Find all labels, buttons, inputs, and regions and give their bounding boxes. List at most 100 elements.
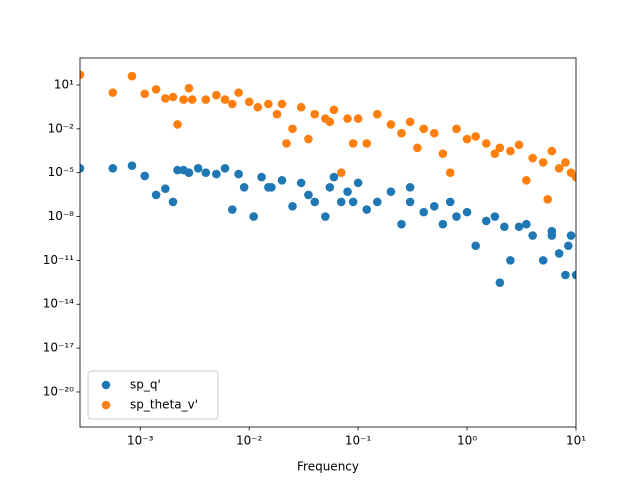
point — [506, 256, 515, 265]
point — [212, 90, 221, 100]
point — [386, 120, 396, 129]
point — [481, 139, 491, 148]
point — [362, 139, 372, 148]
point — [321, 212, 330, 221]
point — [452, 212, 461, 221]
point — [253, 102, 263, 112]
point — [547, 226, 557, 236]
point — [372, 109, 382, 119]
point — [187, 95, 197, 104]
plot-frame — [79, 57, 577, 428]
y-tick-label: 10⁻⁸ — [48, 209, 75, 223]
plot-points — [80, 70, 576, 287]
point — [151, 190, 161, 200]
point — [522, 219, 531, 229]
point — [234, 88, 243, 97]
point — [438, 149, 448, 158]
point — [481, 216, 491, 226]
y-tick-label: 10¹ — [54, 77, 74, 91]
x-tick-label: 10¹ — [566, 434, 586, 448]
point — [495, 278, 505, 287]
point — [288, 202, 297, 211]
point — [325, 117, 335, 127]
point — [184, 168, 194, 177]
legend-label: sp_q' — [130, 378, 161, 392]
point — [227, 99, 237, 109]
point — [353, 114, 363, 123]
point — [296, 178, 306, 188]
point — [429, 128, 439, 138]
point — [445, 168, 455, 177]
point — [161, 94, 170, 103]
point — [151, 85, 161, 94]
point — [429, 202, 439, 211]
point — [566, 231, 576, 240]
point — [445, 197, 455, 207]
point — [173, 120, 182, 129]
point — [310, 197, 320, 207]
point — [80, 70, 85, 80]
y-tick-label: 10⁻⁵ — [48, 165, 75, 179]
point — [329, 105, 339, 115]
point — [386, 187, 396, 196]
y-tick-label: 10⁻² — [48, 121, 75, 135]
x-tick-label: 10⁻² — [236, 434, 263, 448]
point — [108, 88, 118, 97]
point — [310, 109, 320, 119]
point — [514, 140, 524, 150]
point — [220, 95, 230, 104]
point — [397, 128, 406, 138]
point — [325, 182, 335, 192]
point — [353, 178, 363, 188]
point — [127, 71, 137, 81]
point — [264, 182, 273, 192]
point — [343, 187, 352, 196]
point — [179, 95, 188, 104]
legend-box — [87, 370, 219, 420]
point — [538, 158, 548, 167]
point — [173, 165, 182, 175]
point — [490, 212, 500, 221]
point — [329, 172, 339, 182]
point — [168, 197, 178, 207]
point — [227, 205, 237, 214]
x-tick-label: 10⁻³ — [127, 434, 154, 448]
point — [277, 176, 287, 185]
point — [561, 158, 570, 167]
x-tick-label: 10⁻¹ — [345, 434, 372, 448]
point — [127, 161, 137, 171]
point — [212, 169, 221, 179]
point — [554, 163, 564, 173]
point — [288, 124, 297, 134]
point — [277, 99, 287, 109]
point — [244, 97, 254, 107]
point — [282, 139, 291, 148]
legend-label: sp_theta_v' — [130, 398, 198, 412]
point — [564, 241, 573, 251]
point — [343, 114, 352, 123]
point — [249, 212, 258, 221]
point — [462, 207, 472, 217]
point — [336, 168, 346, 177]
point — [452, 124, 461, 134]
point — [571, 270, 576, 280]
point — [522, 176, 531, 185]
point — [80, 163, 85, 173]
point — [538, 256, 548, 265]
point — [201, 168, 211, 177]
point — [168, 92, 178, 102]
point — [561, 270, 570, 280]
point — [528, 231, 537, 240]
x-tick-label: 10⁰ — [457, 434, 477, 448]
point — [304, 134, 313, 144]
point — [348, 197, 358, 207]
point — [543, 195, 553, 204]
point — [161, 184, 170, 194]
point — [405, 182, 415, 192]
point — [264, 99, 273, 109]
point — [257, 172, 266, 182]
y-tick-label: 10⁻¹⁷ — [43, 341, 74, 355]
point — [405, 197, 415, 207]
point — [506, 146, 515, 156]
point — [296, 102, 306, 112]
